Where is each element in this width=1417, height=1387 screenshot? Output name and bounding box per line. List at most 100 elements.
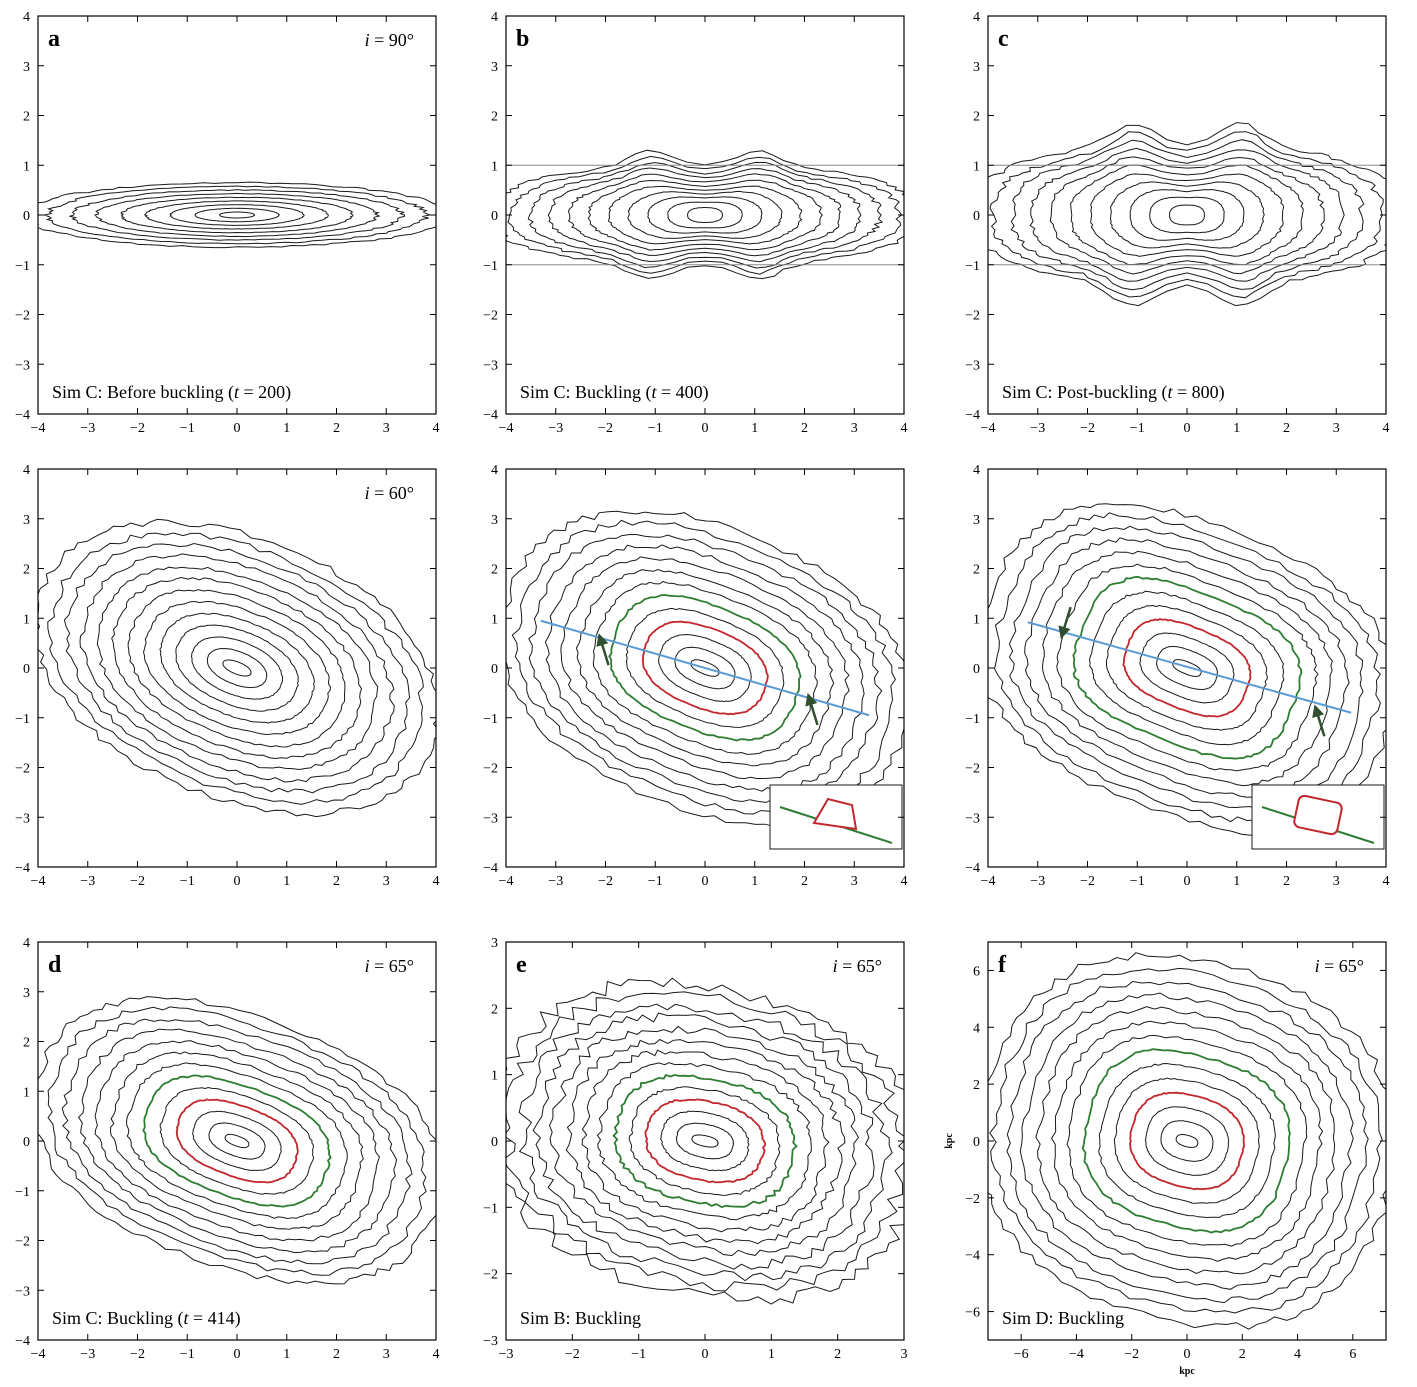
x-tick-label: −3: [548, 421, 563, 436]
contour-green: [612, 1073, 798, 1209]
contour-line: [506, 991, 904, 1292]
x-tick-label: 0: [702, 421, 709, 436]
x-tick-label: −4: [499, 421, 514, 436]
x-tick-label: 2: [333, 1347, 340, 1362]
x-tick-label: 0: [1184, 874, 1191, 889]
y-tick-label: 6: [973, 964, 980, 979]
contour-line: [159, 612, 315, 724]
contour-line: [560, 556, 850, 780]
y-tick-label: −1: [965, 259, 980, 274]
y-tick-label: −4: [15, 408, 30, 423]
contour-set: [38, 518, 436, 818]
contour-green: [142, 1074, 332, 1208]
contour-set: [38, 996, 436, 1285]
panel-letter: f: [998, 952, 1007, 978]
y-tick-label: 1: [23, 1085, 30, 1100]
y-tick-label: −3: [15, 1284, 30, 1299]
contour-line: [47, 532, 424, 805]
contour-line: [120, 196, 354, 234]
contour-line: [1070, 164, 1304, 266]
y-tick-label: 3: [491, 513, 498, 528]
contour-line: [690, 659, 720, 677]
y-tick-label: −2: [483, 1268, 498, 1283]
panel-caption: Sim C: Before buckling (t = 200): [52, 382, 291, 403]
x-tick-label: −2: [1080, 421, 1095, 436]
x-tick-label: 2: [333, 874, 340, 889]
contour-line: [38, 181, 436, 249]
contour-line: [581, 1049, 830, 1233]
x-tick-label: 2: [333, 421, 340, 436]
panel-caption: Sim C: Post-buckling (t = 800): [1002, 382, 1225, 403]
y-tick-label: −4: [15, 1334, 30, 1349]
contour-line: [1149, 196, 1225, 234]
x-tick-label: 3: [851, 874, 858, 889]
contour-line: [1024, 537, 1350, 798]
y-tick-label: −1: [15, 1185, 30, 1200]
x-tick-label: 2: [834, 1347, 841, 1362]
contour-line: [1088, 590, 1285, 746]
y-tick-label: −3: [965, 358, 980, 373]
panel-caption: Sim C: Buckling (t = 414): [52, 1308, 241, 1329]
contour-line: [647, 196, 763, 234]
panel-letter: e: [516, 952, 527, 978]
contour-line: [1066, 1034, 1308, 1247]
x-tick-label: −1: [648, 874, 663, 889]
contour-line: [1008, 525, 1364, 812]
contour-line: [1090, 173, 1285, 257]
contour-set: [988, 122, 1386, 307]
x-tick-label: 4: [433, 874, 440, 889]
y-tick-label: 3: [23, 986, 30, 1001]
x-tick-label: 1: [283, 874, 290, 889]
contour-line: [38, 518, 436, 818]
contour-line: [547, 167, 862, 263]
contour-line: [1006, 980, 1369, 1304]
contour-line: [192, 1110, 282, 1172]
contour-line: [596, 1062, 812, 1221]
x-tick-label: 3: [1333, 421, 1340, 436]
y-tick-label: 2: [23, 563, 30, 578]
x-tick-label: 2: [1239, 1347, 1246, 1362]
arrow-up: [1058, 606, 1072, 640]
x-tick-label: −3: [499, 1347, 514, 1362]
x-tick-label: 0: [234, 874, 241, 889]
panel-letter: b: [516, 26, 529, 52]
x-tick-label: −3: [80, 874, 95, 889]
arrow-down: [805, 692, 819, 726]
y-tick-label: 2: [973, 110, 980, 125]
contour-line: [190, 636, 284, 700]
x-tick-label: −3: [80, 421, 95, 436]
x-tick-label: −2: [130, 421, 145, 436]
y-tick-label: −6: [965, 1306, 980, 1321]
contour-line: [989, 967, 1383, 1314]
x-tick-label: 3: [383, 874, 390, 889]
y-tick-label: −4: [15, 861, 30, 876]
x-tick-label: 3: [901, 1347, 908, 1362]
contour-line: [627, 190, 783, 239]
y-axis-label: kpc: [944, 1133, 955, 1149]
x-tick-label: −3: [1030, 874, 1045, 889]
contour-line: [674, 646, 736, 690]
panel-caption: Sim B: Buckling: [520, 1308, 641, 1328]
x-tick-label: −3: [1030, 421, 1045, 436]
y-tick-label: 0: [973, 1135, 980, 1150]
inset-schematic: [769, 784, 903, 850]
x-tick-label: −4: [981, 421, 996, 436]
x-tick-label: 3: [383, 421, 390, 436]
y-tick-label: 3: [973, 60, 980, 75]
x-tick-label: −2: [565, 1347, 580, 1362]
x-tick-label: 2: [1283, 874, 1290, 889]
contour-line: [993, 512, 1381, 823]
panel-letter: d: [48, 952, 62, 978]
plot-frame: [505, 15, 905, 415]
y-tick-label: −2: [965, 309, 980, 324]
y-tick-label: −2: [483, 309, 498, 324]
contour-line: [657, 633, 752, 703]
x-tick-label: 3: [1333, 874, 1340, 889]
contour-line: [1105, 604, 1268, 731]
x-tick-label: 0: [702, 1347, 709, 1362]
contour-line: [125, 1062, 348, 1220]
x-tick-label: −6: [1014, 1347, 1029, 1362]
contour-set: [38, 181, 436, 249]
x-tick-label: −2: [130, 874, 145, 889]
y-tick-label: −2: [483, 762, 498, 777]
